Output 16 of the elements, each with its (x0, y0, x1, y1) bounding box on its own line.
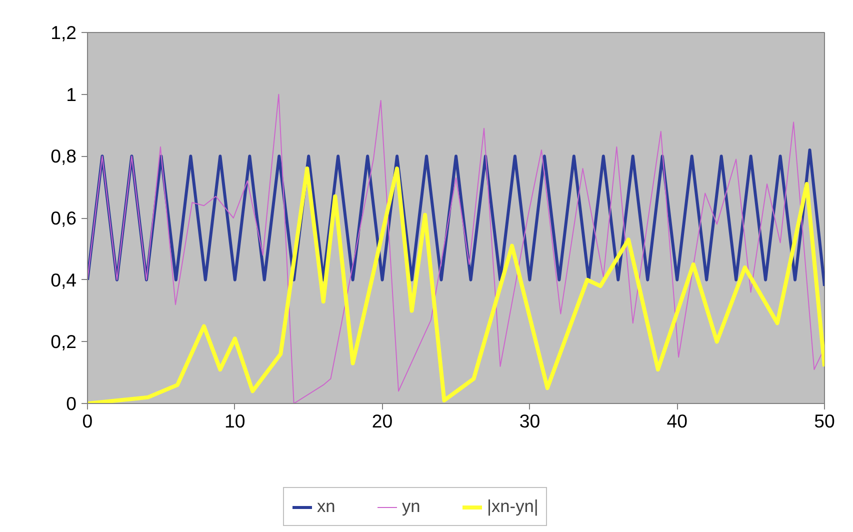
y-tick-label: 0,8 (50, 146, 77, 167)
x-tick-label: 0 (82, 410, 93, 432)
y-tick-label: 0,4 (50, 269, 77, 290)
x-tick-label: 30 (519, 410, 540, 432)
x-tick-label: 10 (224, 410, 246, 432)
x-tick-label: 20 (372, 410, 393, 432)
legend-label: xn (317, 496, 336, 517)
y-tick-label: 1 (66, 84, 77, 105)
x-tick-label: 50 (814, 410, 835, 432)
legend-label: yn (402, 496, 422, 517)
y-tick-label: 0,2 (50, 331, 77, 352)
legend-label: |xn-yn| (487, 496, 538, 517)
y-tick-label: 1,2 (50, 22, 77, 43)
x-tick-label: 40 (666, 410, 688, 432)
y-tick-label: 0 (66, 393, 77, 414)
y-tick-label: 0,6 (50, 208, 77, 228)
